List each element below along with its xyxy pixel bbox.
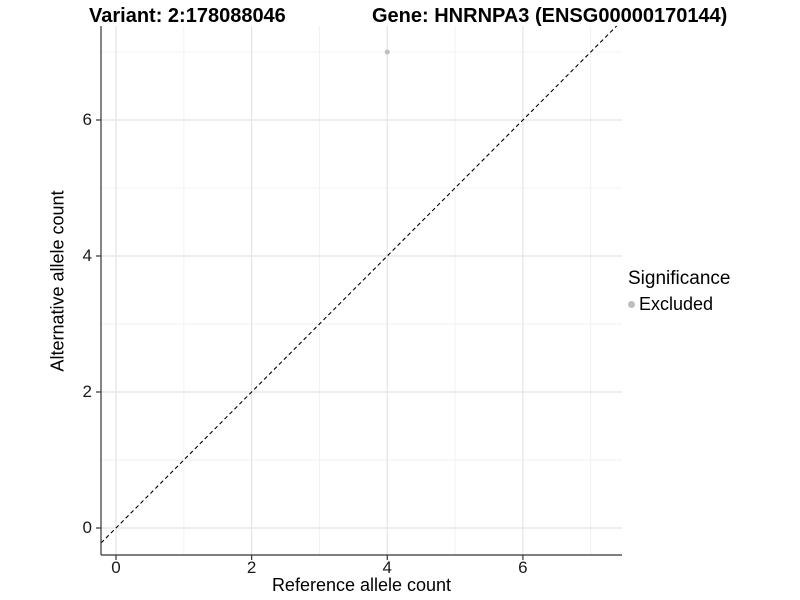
x-tick-label: 2 <box>246 558 257 577</box>
y-tick-label: 0 <box>82 518 92 537</box>
legend-title: Significance <box>628 268 731 289</box>
legend: Significance Excluded <box>628 268 730 315</box>
y-tick-label: 4 <box>82 245 92 265</box>
legend-item: Excluded <box>628 294 730 315</box>
identity-reference-line <box>100 25 618 544</box>
plot-title-gene: Gene: HNRNPA3 (ENSG00000170144) <box>372 5 728 27</box>
y-axis-title: Alternative allele count <box>47 190 68 372</box>
x-tick-label: 6 <box>518 558 528 577</box>
y-tick-label: 6 <box>82 109 92 129</box>
legend-item-label: Excluded <box>639 294 714 314</box>
x-axis-title: Reference allele count <box>271 575 452 595</box>
plot-title-variant: Variant: 2:178088046 <box>89 5 286 27</box>
legend-point-icon <box>628 301 635 308</box>
x-tick-label: 0 <box>111 558 121 577</box>
legend-items: Excluded <box>628 294 730 315</box>
data-point <box>384 49 390 55</box>
x-tick-label: 4 <box>382 558 392 577</box>
y-tick-label: 2 <box>82 381 92 401</box>
